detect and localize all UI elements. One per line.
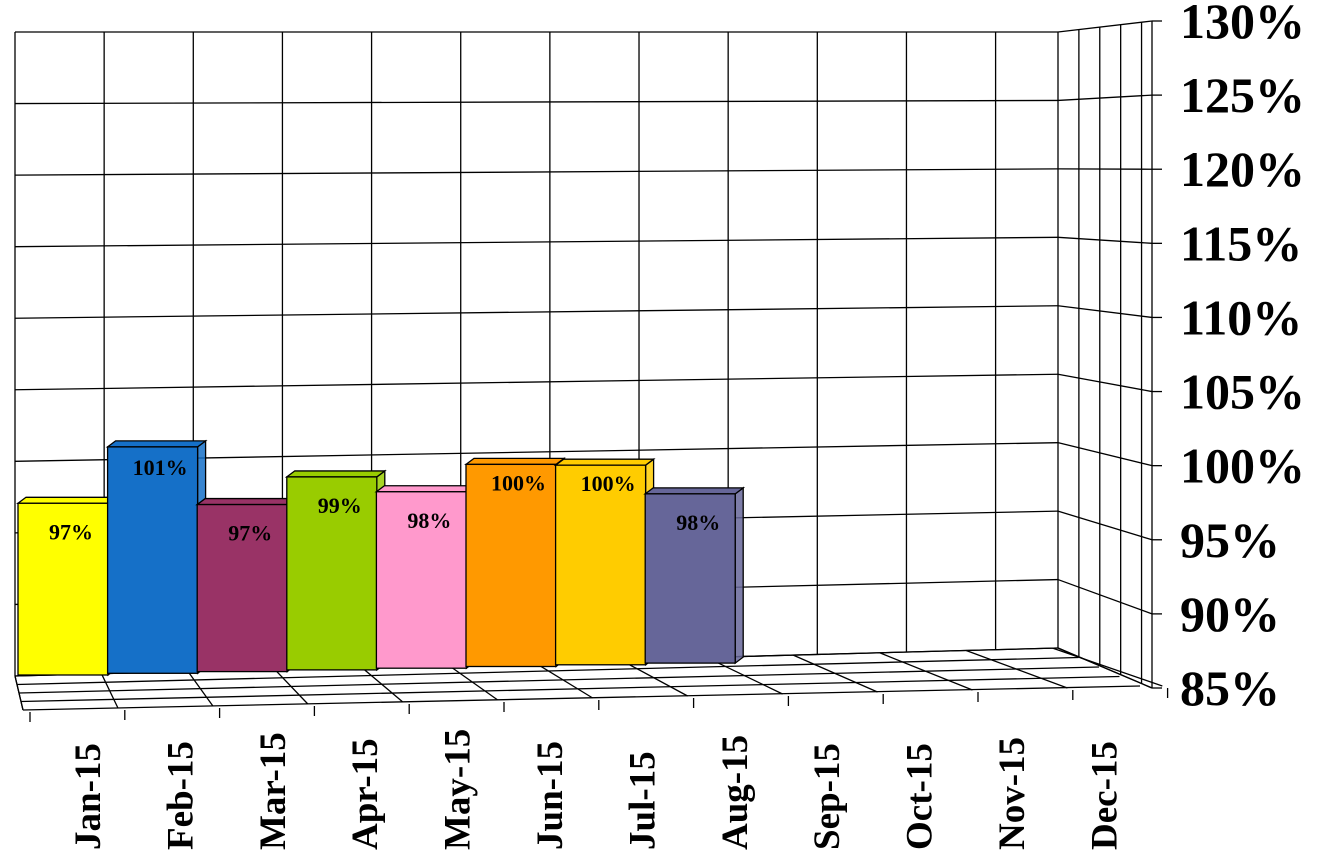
floor-gridline (18, 666, 1100, 694)
floor-gridline-v (1052, 647, 1163, 687)
bar-top (374, 485, 477, 493)
xtick-label: Mar-15 (253, 732, 294, 850)
data-label: 101% (133, 455, 188, 480)
ytick-label: 130% (1180, 0, 1305, 49)
floor-gridline (20, 675, 1120, 703)
floor-gridline-v (100, 673, 119, 709)
side-gridline (1057, 373, 1153, 393)
gridline-h (14, 236, 1059, 248)
floor-gridline-v (965, 649, 1068, 689)
xtick-label: Nov-15 (992, 737, 1033, 850)
bar-top (16, 496, 118, 504)
side-gridline (1057, 94, 1153, 102)
ytick-label: 95% (1180, 512, 1280, 568)
bar-feb-15 (106, 446, 199, 674)
ytick-label: 110% (1180, 289, 1302, 345)
bar-top (464, 457, 566, 466)
ytick-label: 125% (1180, 67, 1305, 123)
xtick-label: Jul-15 (622, 751, 663, 850)
floor-gridline-v (187, 670, 214, 707)
gridline-h (14, 99, 1059, 105)
bar-jul-15 (554, 464, 647, 666)
data-label: 100% (581, 471, 636, 496)
bar-side (734, 486, 744, 665)
bar-top (643, 487, 746, 495)
ytick-label: 100% (1180, 438, 1305, 494)
ytick-label: 105% (1180, 364, 1305, 420)
data-label: 100% (491, 470, 546, 495)
ytick-label: 115% (1180, 215, 1302, 271)
side-gridline (1057, 236, 1153, 244)
ytick-label: 120% (1180, 141, 1305, 197)
side-gridline (1057, 442, 1153, 467)
ytick-label: 90% (1180, 586, 1280, 642)
floor-gridline-v (360, 666, 404, 703)
xtick-label: Jan-15 (68, 743, 109, 850)
bar-top (105, 440, 208, 448)
xtick-label: Oct-15 (900, 743, 941, 850)
floor-gridline-v (446, 663, 499, 701)
bar-top (284, 470, 387, 478)
xtick-label: Aug-15 (715, 735, 756, 850)
xtick-label: May-15 (438, 729, 479, 850)
xtick-label: Feb-15 (160, 741, 201, 850)
floor-gridline-v (879, 652, 973, 691)
bar-top (553, 458, 656, 466)
xtick-label: Jun-15 (530, 741, 571, 850)
floor-gridline-v (14, 675, 24, 711)
data-label: 97% (49, 519, 93, 544)
bar-may-15 (375, 491, 468, 669)
floor-front-edge (22, 685, 1141, 711)
gridline-h (14, 305, 1059, 319)
floor-gridline-v (533, 661, 594, 699)
data-label: 97% (228, 521, 272, 546)
bar-jan-15 (17, 502, 109, 676)
side-gridline (1057, 20, 1153, 33)
side-gridline (1057, 305, 1153, 319)
gridline-h (14, 168, 1059, 176)
data-label: 98% (676, 510, 720, 535)
data-label: 98% (407, 508, 451, 533)
bar-jun-15 (465, 463, 557, 668)
bar-top (195, 497, 298, 506)
side-gridline (1057, 578, 1153, 615)
xtick-label: Apr-15 (345, 738, 386, 850)
gridline-h (14, 373, 1059, 391)
floor-gridline-v (792, 654, 878, 693)
bar-apr-15 (286, 476, 378, 671)
data-label: 99% (318, 493, 362, 518)
ytick-label: 85% (1180, 660, 1280, 716)
floor-gridline-v (619, 659, 688, 697)
bar-aug-15 (644, 493, 736, 664)
floor-gridline-v (273, 668, 309, 705)
xtick-label: Sep-15 (807, 743, 848, 850)
floor-right-edge (1057, 647, 1153, 689)
xtick-label: Dec-15 (1084, 741, 1125, 850)
bar-mar-15 (196, 503, 288, 673)
side-gridline (1057, 510, 1153, 541)
